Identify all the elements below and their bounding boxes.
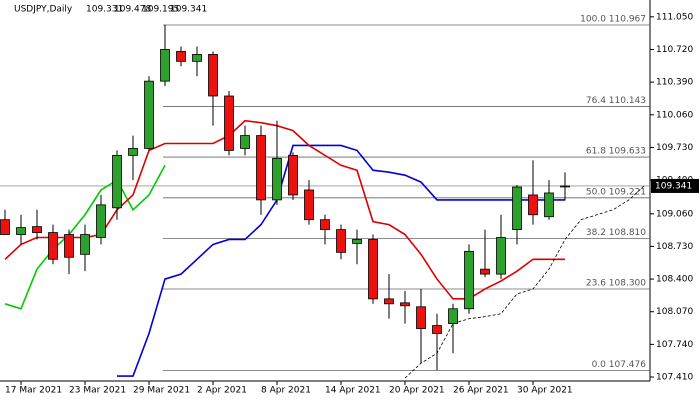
candle-body: [560, 185, 570, 188]
price-tag: [651, 178, 699, 193]
candle-body: [96, 204, 106, 238]
y-tick-label: 108.400: [656, 275, 693, 285]
candle-body: [512, 186, 522, 230]
candle-body: [288, 154, 298, 196]
candle-body: [320, 219, 330, 230]
y-tick-label: 110.390: [656, 78, 693, 88]
candle-body: [352, 239, 362, 244]
candle-body: [112, 154, 122, 209]
candle-body: [368, 239, 378, 300]
fib-label: 100.0 110.967: [580, 15, 646, 25]
candle-body: [208, 54, 218, 97]
indicator-line: [404, 184, 646, 379]
candle-body: [400, 302, 410, 307]
x-tick-label: 17 Mar 2021: [5, 386, 62, 396]
fib-label: 38.2 108.810: [586, 228, 646, 238]
candle-body: [272, 157, 282, 201]
symbol: USDJPY,Daily: [14, 5, 73, 15]
fib-label: 61.8 109.633: [586, 147, 646, 157]
candle-body: [496, 237, 506, 275]
candle-body: [144, 80, 154, 149]
candle-body: [192, 54, 202, 62]
y-tick-label: 109.060: [656, 209, 693, 219]
candle-body: [528, 194, 538, 216]
x-tick-label: 30 Apr 2021: [517, 386, 573, 396]
fib-label: 76.4 110.143: [586, 96, 646, 106]
candle-body: [240, 135, 250, 149]
candle-body: [448, 308, 458, 325]
candle-body: [336, 229, 346, 253]
fib-label: 50.0 109.221: [586, 187, 646, 197]
fib-label: 0.0 107.476: [592, 360, 647, 370]
fib-label: 23.6 108.300: [586, 278, 646, 288]
candle-body: [480, 268, 490, 275]
ohlc-value: 109.331: [86, 5, 123, 15]
x-tick-label: 14 Apr 2021: [325, 386, 381, 396]
x-tick-label: 8 Apr 2021: [261, 386, 311, 396]
indicator-line: [117, 144, 565, 377]
y-tick-label: 110.720: [656, 45, 693, 55]
y-tick-label: 108.070: [656, 307, 693, 317]
y-tick-label: 107.740: [656, 340, 693, 350]
candle-body: [64, 234, 74, 258]
candle-body: [48, 232, 58, 260]
candle-body: [0, 219, 10, 235]
x-tick-label: 29 Mar 2021: [133, 386, 190, 396]
y-tick-label: 110.060: [656, 110, 693, 120]
candle-body: [80, 234, 90, 255]
y-tick-label: 108.730: [656, 242, 693, 252]
y-tick-label: 109.730: [656, 143, 693, 153]
x-tick-label: 20 Apr 2021: [389, 386, 445, 396]
candle-body: [432, 325, 442, 334]
candle-body: [384, 298, 394, 305]
candle-body: [160, 49, 170, 82]
candle-body: [464, 250, 474, 310]
y-tick-label: 111.050: [656, 12, 693, 22]
candle-body: [176, 51, 186, 62]
y-tick-label: 107.410: [656, 373, 693, 383]
ohlc-value: 109.478: [114, 5, 151, 15]
candle-body: [224, 95, 234, 151]
ohlc-value: 109.341: [170, 5, 207, 15]
x-tick-label: 23 Mar 2021: [69, 386, 126, 396]
indicator-line: [4, 164, 166, 310]
candle-body: [256, 135, 266, 201]
ohlc-value: 109.195: [142, 5, 179, 15]
price-tag-label: 109.341: [655, 181, 692, 191]
candle-body: [416, 306, 426, 329]
candle-body: [544, 192, 554, 218]
x-tick-label: 26 Apr 2021: [453, 386, 509, 396]
x-tick-label: 2 Apr 2021: [197, 386, 247, 396]
candle-body: [32, 226, 42, 233]
header: USDJPY,Daily: [14, 5, 73, 15]
candle-body: [16, 227, 26, 235]
candle-body: [128, 148, 138, 156]
candle-body: [304, 189, 314, 221]
